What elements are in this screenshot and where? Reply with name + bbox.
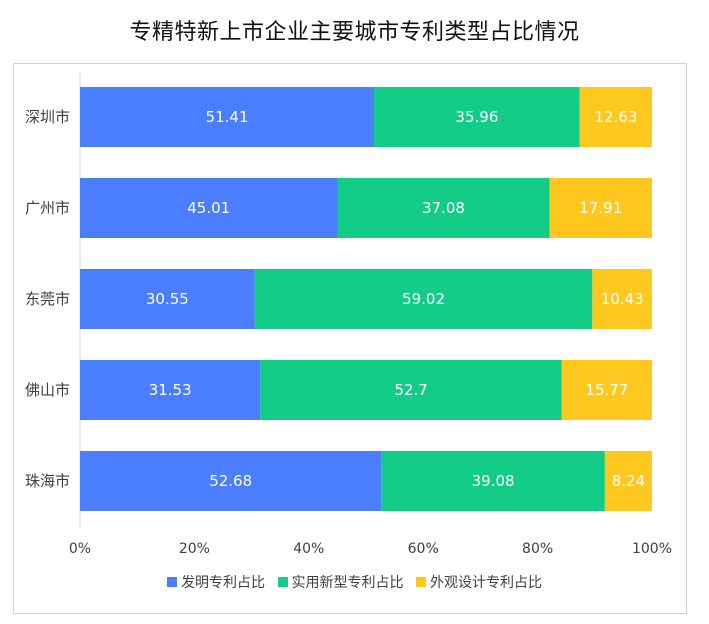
bar-segment — [337, 178, 550, 238]
chart-frame — [13, 63, 687, 614]
bar-segment — [80, 360, 261, 420]
chart-title: 专精特新上市企业主要城市专利类型占比情况 — [129, 20, 580, 45]
x-tick-label: 0% — [69, 541, 91, 557]
bar-segment — [260, 360, 562, 420]
data-label: 45.01 — [187, 199, 230, 217]
category-label: 佛山市 — [25, 381, 70, 399]
legend-swatch-design — [415, 577, 426, 587]
legend-label-invention: 发明专利占比 — [181, 575, 266, 591]
bar-segment — [592, 269, 652, 329]
bar-segment — [80, 451, 382, 511]
data-label: 59.02 — [402, 290, 445, 308]
legend-item-invention: 发明专利占比 — [167, 572, 265, 592]
bar-segment — [374, 87, 580, 147]
category-label: 珠海市 — [25, 472, 70, 490]
bar-segment — [80, 269, 255, 329]
category-label: 东莞市 — [25, 290, 70, 308]
data-label: 51.41 — [206, 108, 249, 126]
bar-segment — [604, 451, 652, 511]
bar-segment — [254, 269, 593, 329]
legend-swatch-invention — [167, 577, 178, 587]
legend-item-design: 外观设计专利占比 — [415, 572, 542, 592]
legend-label-design: 外观设计专利占比 — [429, 575, 542, 591]
data-label: 52.7 — [394, 381, 427, 399]
category-label: 广州市 — [25, 199, 70, 217]
x-tick-label: 60% — [408, 541, 439, 557]
data-label: 8.24 — [612, 472, 645, 490]
bar-segment — [549, 178, 652, 238]
bar-segment — [80, 87, 375, 147]
data-label: 31.53 — [149, 381, 192, 399]
bar-segment — [561, 360, 652, 420]
x-tick-label: 40% — [293, 541, 324, 557]
bar-segment — [579, 87, 652, 147]
legend-item-utility: 实用新型专利占比 — [277, 572, 404, 592]
legend: 发明专利占比 实用新型专利占比 外观设计专利占比 — [0, 572, 709, 592]
data-label: 10.43 — [601, 290, 644, 308]
category-label: 深圳市 — [25, 108, 70, 126]
data-label: 12.63 — [594, 108, 637, 126]
data-label: 30.55 — [146, 290, 189, 308]
data-label: 35.96 — [455, 108, 498, 126]
bar-segment — [381, 451, 605, 511]
legend-label-utility: 实用新型专利占比 — [291, 575, 404, 591]
x-tick-label: 20% — [179, 541, 210, 557]
x-tick-label: 80% — [522, 541, 553, 557]
data-label: 39.08 — [472, 472, 515, 490]
data-label: 17.91 — [579, 199, 622, 217]
x-tick-label: 100% — [632, 541, 672, 557]
legend-swatch-utility — [277, 577, 288, 587]
data-label: 52.68 — [209, 472, 252, 490]
bar-segment — [80, 178, 338, 238]
data-label: 37.08 — [422, 199, 465, 217]
data-label: 15.77 — [585, 381, 628, 399]
